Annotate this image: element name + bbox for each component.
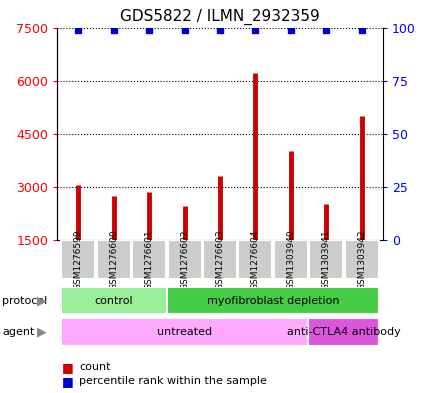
Text: GSM1276603: GSM1276603 [216, 229, 224, 290]
Text: GSM1276602: GSM1276602 [180, 229, 189, 290]
Bar [309, 240, 343, 279]
Text: ▶: ▶ [37, 294, 47, 307]
Bar [61, 287, 167, 314]
Title: GDS5822 / ILMN_2932359: GDS5822 / ILMN_2932359 [120, 9, 320, 25]
Bar [132, 240, 166, 279]
Text: GSM1276604: GSM1276604 [251, 229, 260, 290]
Text: percentile rank within the sample: percentile rank within the sample [79, 376, 267, 386]
Text: GSM1303942: GSM1303942 [357, 229, 366, 290]
Bar [62, 240, 95, 279]
Text: GSM1276599: GSM1276599 [74, 229, 83, 290]
Bar [168, 240, 202, 279]
Text: GSM1276600: GSM1276600 [109, 229, 118, 290]
Bar [308, 318, 379, 346]
Bar [97, 240, 131, 279]
Text: control: control [95, 296, 133, 306]
Text: ■: ■ [62, 375, 73, 388]
Bar [203, 240, 237, 279]
Bar [238, 240, 272, 279]
Text: anti-CTLA4 antibody: anti-CTLA4 antibody [287, 327, 401, 337]
Text: myofibroblast depletion: myofibroblast depletion [207, 296, 339, 306]
Bar [345, 240, 378, 279]
Text: GSM1276601: GSM1276601 [145, 229, 154, 290]
Text: ▶: ▶ [37, 325, 47, 339]
Text: GSM1303940: GSM1303940 [286, 229, 295, 290]
Text: agent: agent [2, 327, 35, 337]
Bar [167, 287, 379, 314]
Bar [61, 318, 308, 346]
Text: protocol: protocol [2, 296, 48, 306]
Text: count: count [79, 362, 111, 373]
Bar [274, 240, 308, 279]
Text: untreated: untreated [157, 327, 212, 337]
Text: ■: ■ [62, 361, 73, 374]
Text: GSM1303941: GSM1303941 [322, 229, 331, 290]
